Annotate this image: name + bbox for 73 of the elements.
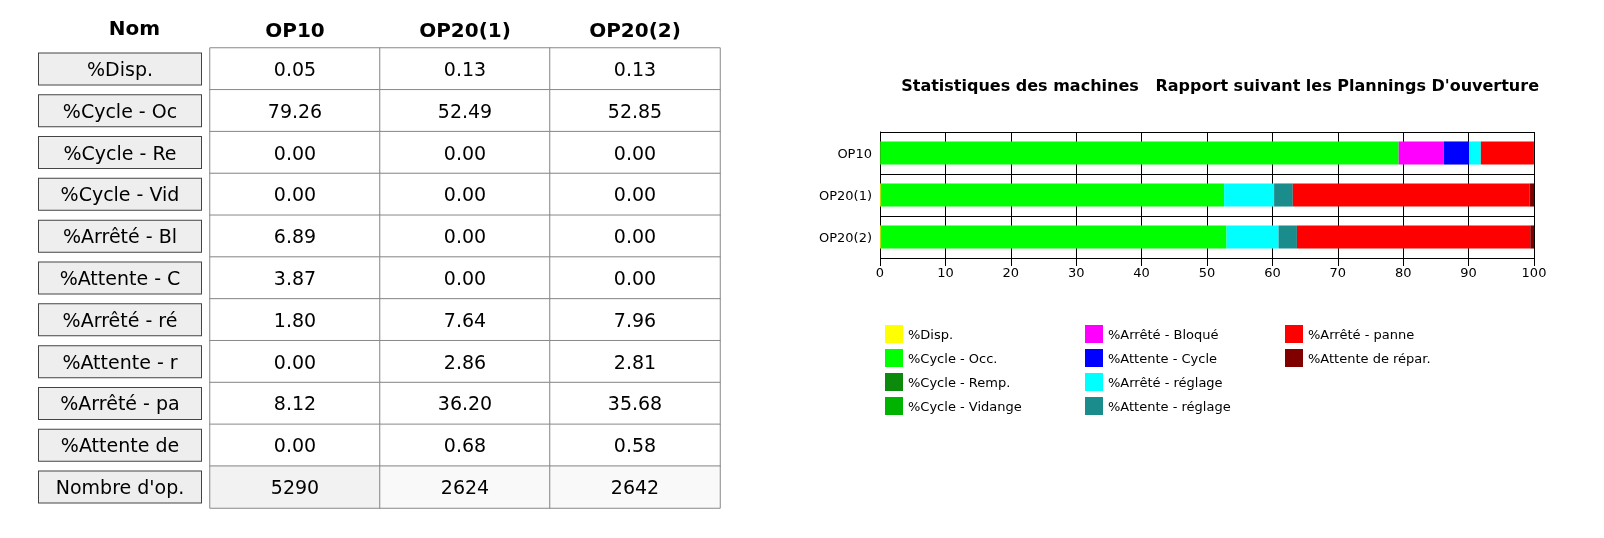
chart-title: Statistiques des machines Rapport suivant les Plannings D'ouverture [901,75,1540,95]
x-tick-label: 100 [1521,265,1547,280]
data-label: 0.13 [443,57,487,80]
x-tick-label: 80 [1394,265,1412,280]
x-tick-label: OP10 [265,18,325,42]
data-label: 79.26 [267,99,323,122]
y-tick-label: %Cycle - Vid [60,183,180,206]
legend-label: %Attente de répar. [1308,350,1431,366]
data-label: 2.81 [613,350,657,373]
data-label: 0.13 [613,57,657,80]
y-tick-label: %Cycle - Re [63,141,177,164]
legend-label: %Attente - réglage [1108,398,1231,414]
data-label: 0.00 [443,267,487,289]
data-label: 0.00 [273,141,317,164]
x-tick-label: 50 [1198,265,1216,280]
data-label: 0.00 [443,225,487,248]
legend-label: %Disp. [908,326,954,342]
y-axis-title: Nom [108,16,160,40]
data-label: 0.00 [443,183,487,206]
legend-label: %Attente - Cycle [1108,350,1218,366]
legend-label: %Arrêté - Bloqué [1108,326,1219,342]
y-tick-label: %Attente - C [59,267,181,289]
y-tick-label: %Cycle - Oc [62,99,178,122]
data-label: 0.58 [613,434,657,457]
x-tick-label: OP20(2) [589,18,681,42]
x-tick-label: 60 [1264,265,1281,280]
data-label: 7.96 [613,308,657,331]
data-label: 52.85 [607,99,663,122]
y-tick-label: %Disp. [87,57,153,80]
data-label: 0.00 [273,183,317,206]
y-tick-label: OP20(1) [818,187,872,203]
data-label: 2624 [440,476,490,499]
data-label: 0.00 [273,434,317,457]
data-label: 2.86 [443,350,487,373]
data-label: 0.00 [273,350,317,373]
legend-label: %Cycle - Vidange [908,398,1022,414]
data-label: 0.00 [443,141,487,164]
data-label: 0.00 [613,267,657,289]
data-label: 3.87 [273,267,317,289]
y-tick-label: %Arrêté - pa [60,392,180,415]
data-label: 0.68 [443,434,487,457]
y-tick-label: %Attente - r [62,350,178,373]
data-label: 2642 [610,476,660,499]
legend-label: %Arrêté - panne [1308,326,1415,342]
data-label: 52.49 [437,99,493,122]
data-label: 36.20 [437,392,493,415]
legend-label: %Cycle - Remp. [908,374,1011,390]
data-label: 1.80 [273,308,317,331]
data-label: 0.05 [273,57,317,80]
y-tick-label: %Arrêté - Bl [63,225,177,248]
y-tick-label: %Attente de [60,434,180,457]
data-label: 0.00 [613,141,657,164]
x-tick-label: 40 [1133,265,1150,280]
data-label: 6.89 [273,225,317,248]
x-tick-label: OP20(1) [419,18,511,42]
x-tick-label: 30 [1067,265,1085,280]
x-tick-label: 0 [875,265,885,280]
legend-label: %Cycle - Occ. [908,350,998,366]
data-label: 0.00 [613,183,657,206]
data-label: 8.12 [273,392,317,415]
data-label: 35.68 [607,392,663,415]
y-tick-label: OP10 [837,145,872,161]
y-tick-label: Nombre d'op. [55,476,185,499]
y-tick-label: %Arrêté - ré [62,308,178,331]
x-tick-label: 70 [1329,265,1347,280]
x-tick-label: 10 [937,265,954,280]
x-tick-label: 20 [1002,265,1020,280]
legend-label: %Arrêté - réglage [1108,374,1223,390]
y-tick-label: OP20(2) [818,229,872,245]
data-label: 0.00 [613,225,657,248]
data-label: 7.64 [443,308,487,331]
data-label: 5290 [270,476,320,499]
x-tick-label: 90 [1460,265,1477,280]
